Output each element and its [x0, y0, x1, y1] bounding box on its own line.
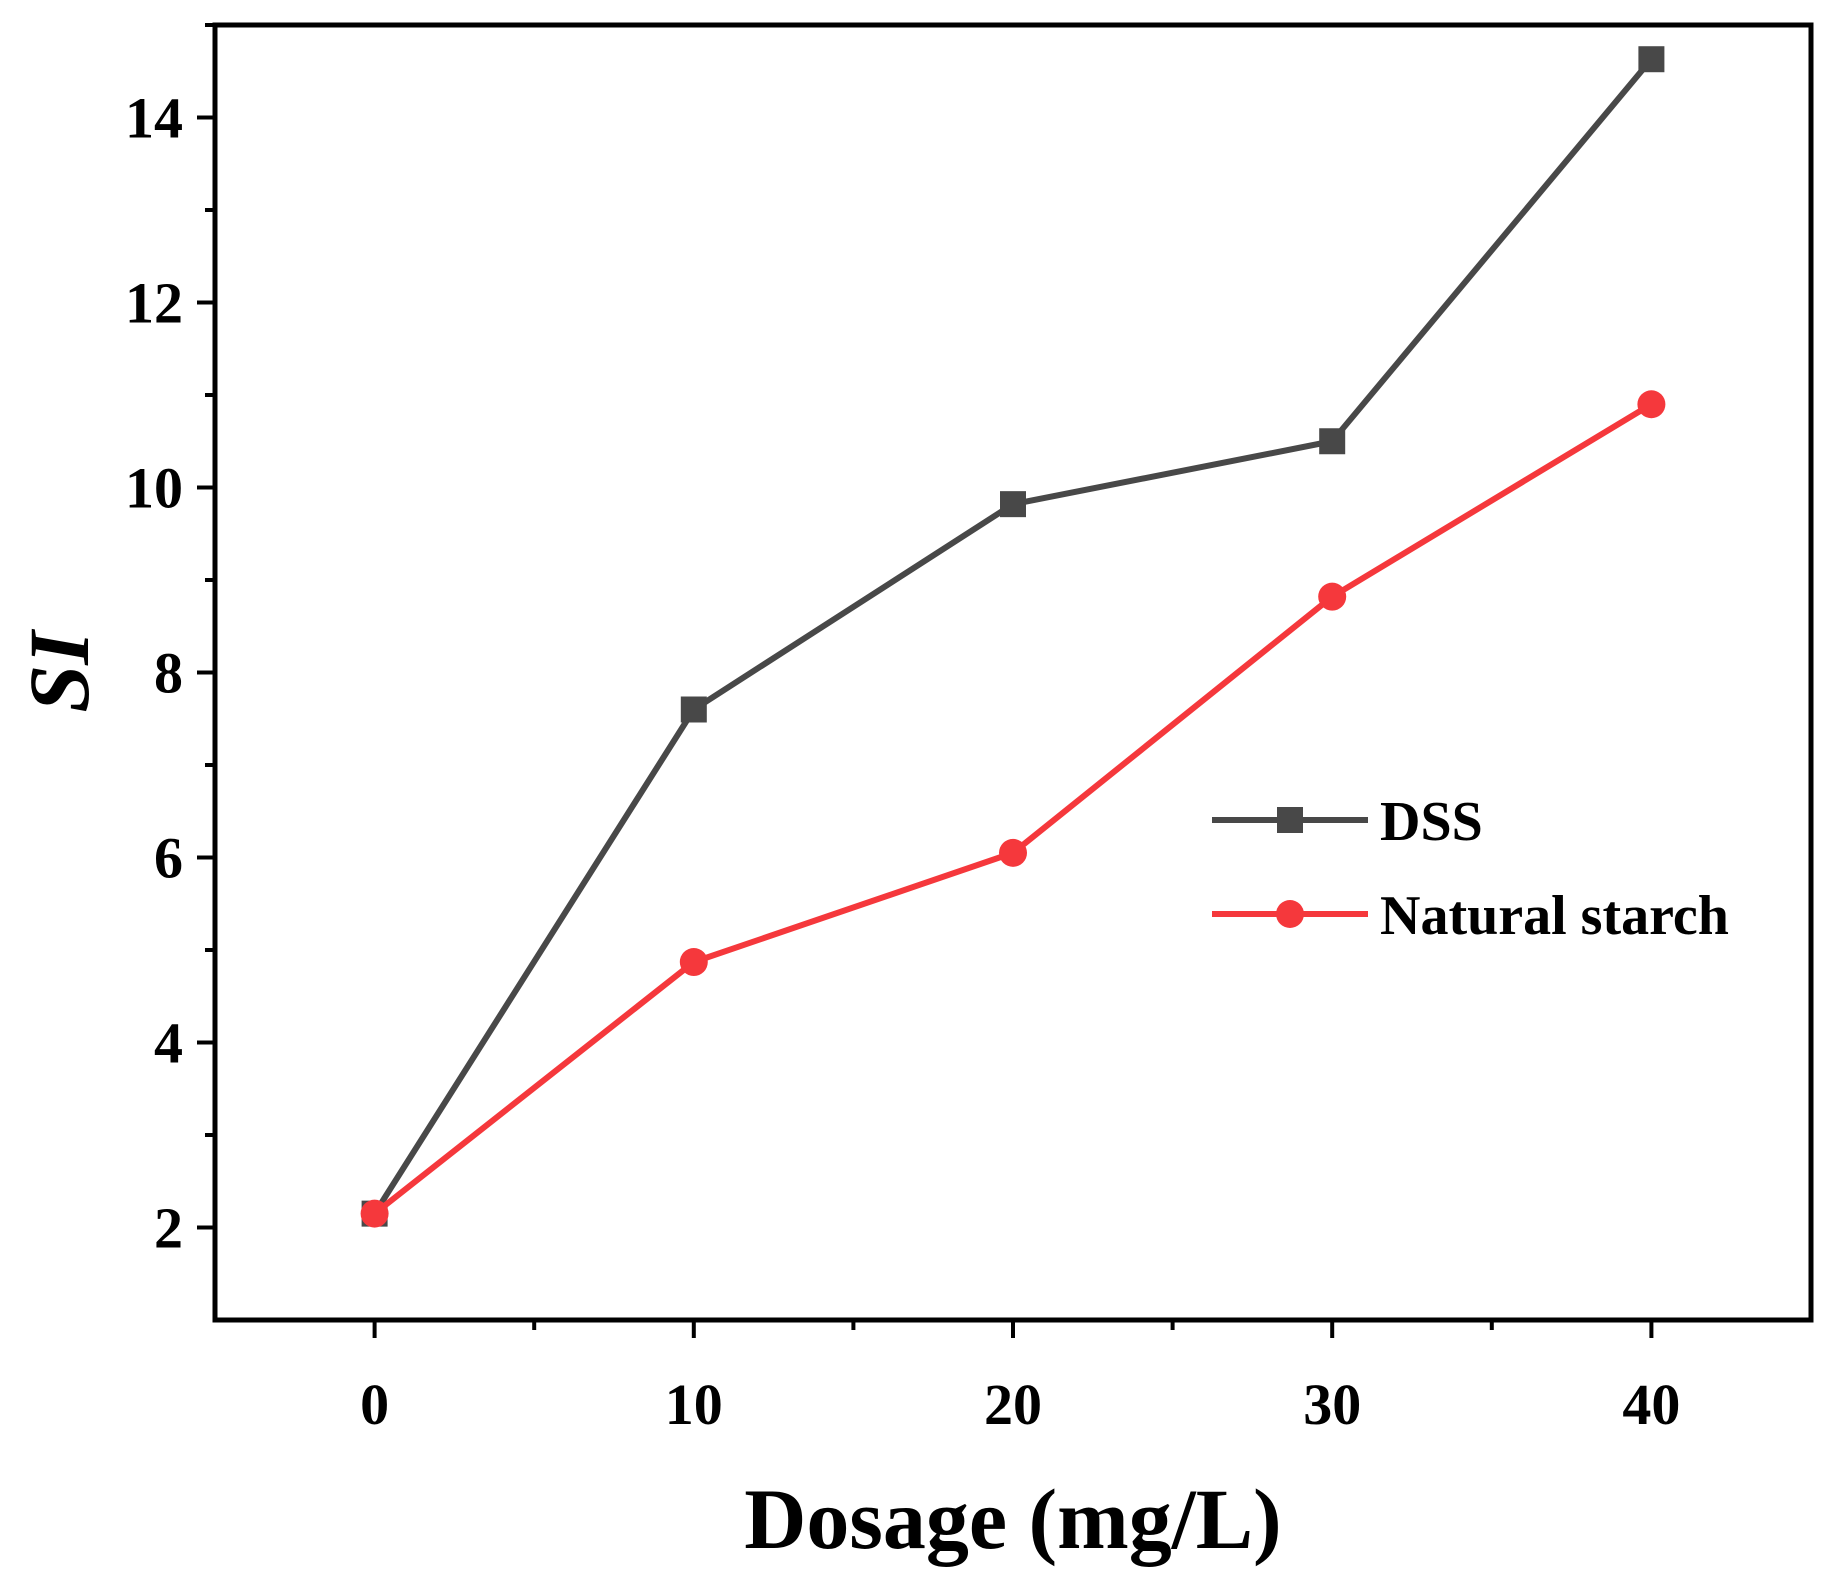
x-axis-title: Dosage (mg/L) [744, 1471, 1281, 1567]
legend: DSS Natural starch [1212, 791, 1729, 947]
legend-label-natural-starch: Natural starch [1380, 885, 1729, 947]
legend-item-natural-starch: Natural starch [1212, 885, 1729, 947]
y-tick-label: 8 [154, 641, 183, 706]
data-point-dss [680, 696, 707, 723]
series-natural-starch [360, 390, 1666, 1228]
x-tick-label: 10 [665, 1372, 723, 1437]
data-point-dss [1319, 428, 1346, 455]
y-tick-label: 14 [125, 86, 183, 151]
x-axis: 0 10 20 30 40 [360, 1320, 1680, 1437]
series-layer [360, 46, 1666, 1228]
data-point-natural-starch [1318, 582, 1347, 611]
series-dss [361, 46, 1665, 1227]
data-point-natural-starch [360, 1199, 389, 1228]
y-tick-label: 6 [154, 826, 183, 891]
y-tick-label: 10 [125, 456, 183, 521]
data-point-natural-starch [999, 838, 1027, 867]
data-point-natural-starch [1637, 390, 1666, 419]
y-axis-title: SI [11, 629, 107, 713]
plot-frame [212, 22, 1814, 1323]
y-tick-label: 4 [154, 1011, 183, 1076]
legend-marker-natural-starch [1276, 900, 1304, 928]
legend-marker-dss [1277, 807, 1303, 833]
legend-item-dss: DSS [1212, 791, 1483, 853]
y-tick-label: 2 [154, 1196, 183, 1261]
data-point-dss [1638, 46, 1665, 73]
x-tick-label: 30 [1303, 1372, 1361, 1437]
series-line-dss [372, 57, 1654, 1216]
data-point-dss [1000, 491, 1026, 518]
legend-label-dss: DSS [1380, 791, 1483, 853]
y-tick-label: 12 [125, 271, 183, 336]
x-tick-label: 20 [984, 1372, 1042, 1437]
y-axis: 2 4 6 8 10 12 14 [125, 23, 215, 1261]
x-tick-label: 40 [1622, 1372, 1680, 1437]
x-tick-label: 0 [360, 1372, 389, 1437]
data-point-natural-starch [679, 948, 708, 977]
